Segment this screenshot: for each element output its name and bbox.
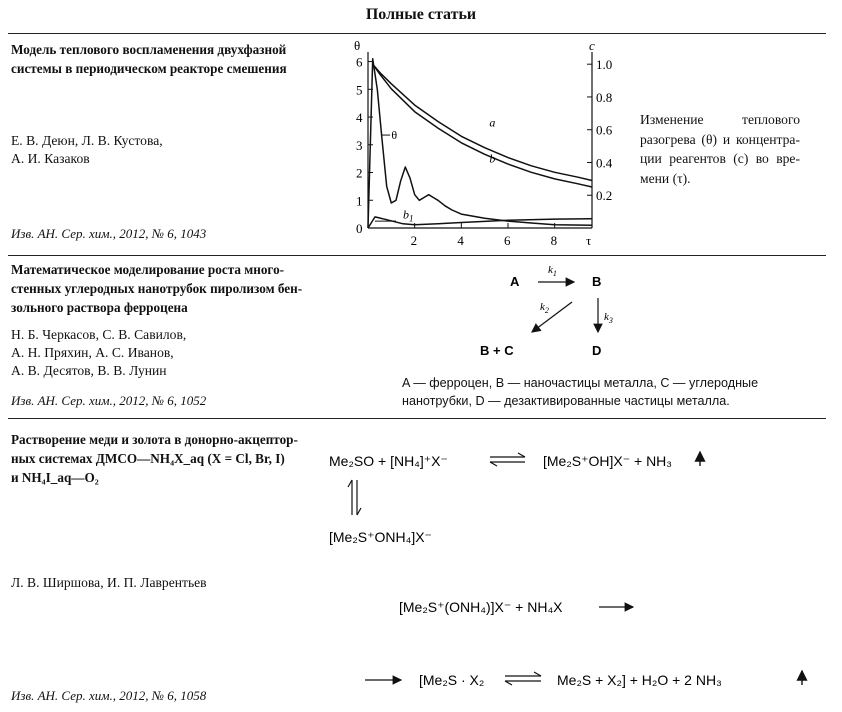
left-axis-label: θ xyxy=(354,40,360,53)
reaction-1-down: [Me₂S⁺ONH₄]X⁻ xyxy=(329,529,432,545)
article-2-citation: Изв. АН. Сер. хим., 2012, № 6, 1052 xyxy=(11,393,207,408)
caption-line: Изменение теплового xyxy=(640,112,800,127)
x-tick-label: 2 xyxy=(411,233,418,248)
x-tick-label: 6 xyxy=(504,233,511,248)
caption-line: разогрева (θ) и концентра- xyxy=(640,131,800,147)
curve-label-theta: θ xyxy=(391,128,397,142)
left-tick-label: 5 xyxy=(356,82,363,97)
scheme-legend: A — ферроцен, B — наночастицы металла, C… xyxy=(402,374,758,410)
equilibrium-arrow-vertical xyxy=(347,479,362,516)
right-tick-label: 1.0 xyxy=(596,57,612,72)
species-d: D xyxy=(592,343,601,358)
article-2-title: Математическое моделирование роста много… xyxy=(11,260,302,317)
right-tick-label: 0.6 xyxy=(596,123,613,138)
reaction-3-right: Me₂S + X₂] + H₂O + 2 NH₃ xyxy=(557,672,722,688)
species-a: A xyxy=(510,274,520,289)
equilibrium-arrow xyxy=(489,452,526,467)
x-tick-label: 4 xyxy=(457,233,464,248)
curve-label-a: a xyxy=(489,115,495,129)
series-line-b xyxy=(372,63,593,188)
caption-line: ции реагентов (c) во вре- xyxy=(640,151,800,166)
series-line-b1 xyxy=(367,216,593,229)
reaction-1-right: [Me₂S⁺OH]X⁻ + NH₃ xyxy=(543,453,672,469)
title-line: и NH₄I_aq—O₂ xyxy=(11,470,99,485)
figure-chart: 0 1 2 3 4 5 6 0.2 0.4 0.6 0.8 1.0 2 4 6 8 θ c τ a b θ b1 xyxy=(354,40,613,248)
title-line: Модель теплового воспламенения двухфазно… xyxy=(11,42,287,57)
article-3-title: Растворение меди и золота в донорно-акце… xyxy=(11,430,298,487)
left-tick-label: 0 xyxy=(356,221,363,236)
author-line: А. В. Десятов, В. В. Лунин xyxy=(11,363,167,378)
author-line: А. Н. Пряхин, А. С. Иванов, xyxy=(11,345,174,360)
article-1-authors: Е. В. Деюн, Л. В. Кустова, А. И. Казаков xyxy=(11,132,163,168)
title-line: зольного раствора ферроцена xyxy=(11,300,188,315)
right-tick-label: 0.4 xyxy=(596,155,613,170)
left-tick-label: 2 xyxy=(356,166,363,181)
article-1-title: Модель теплового воспламенения двухфазно… xyxy=(11,40,287,78)
reaction-2: [Me₂S⁺(ONH₄)]X⁻ + NH₄X xyxy=(399,599,563,615)
legend-line: A — ферроцен, B — наночастицы металла, C… xyxy=(402,376,759,390)
title-line: Растворение меди и золота в донорно-акце… xyxy=(11,432,298,447)
species-bc: B + C xyxy=(480,343,514,358)
reaction-equations: Me₂SO + [NH₄]⁺X⁻ [Me₂S⁺OH]X⁻ + NH₃ [Me₂S… xyxy=(329,450,808,688)
right-tick-label: 0.2 xyxy=(596,188,612,203)
author-line: Е. В. Деюн, Л. В. Кустова, xyxy=(11,133,163,148)
right-tick-label: 0.8 xyxy=(596,90,612,105)
left-tick-label: 1 xyxy=(356,193,363,208)
left-tick-label: 3 xyxy=(356,138,363,153)
curve-label-b: b xyxy=(489,151,495,165)
title-line: системы в периодическом реакторе смешени… xyxy=(11,61,287,76)
author-line: А. И. Казаков xyxy=(11,151,90,166)
article-2-authors: Н. Б. Черкасов, С. В. Савилов, А. Н. Пря… xyxy=(11,326,186,380)
species-b: B xyxy=(592,274,601,289)
right-axis-label: c xyxy=(589,40,595,53)
x-axis-label: τ xyxy=(586,233,591,248)
reaction-1-left: Me₂SO + [NH₄]⁺X⁻ xyxy=(329,453,448,469)
article-1-citation: Изв. АН. Сер. хим., 2012, № 6, 1043 xyxy=(11,226,207,241)
title-line: ных системах ДМСО—NH₄X_aq (X = Cl, Br, I… xyxy=(11,451,285,466)
left-tick-label: 4 xyxy=(356,110,363,125)
section-header: Полные статьи xyxy=(365,6,477,23)
title-line: стенных углеродных нанотрубок пиролизом … xyxy=(11,281,303,296)
x-tick-label: 8 xyxy=(551,233,558,248)
article-divider xyxy=(8,418,826,419)
rate-k3: k3 xyxy=(604,311,613,325)
article-3-citation: Изв. АН. Сер. хим., 2012, № 6, 1058 xyxy=(11,688,207,703)
article-3-authors: Л. В. Ширшова, И. П. Лаврентьев xyxy=(11,575,207,590)
arrow-k2 xyxy=(531,301,573,333)
figure-caption: Изменение теплового разогрева (θ) и конц… xyxy=(640,110,800,188)
legend-line: нанотрубки, D — дезактивированные частиц… xyxy=(402,394,730,408)
header-divider xyxy=(8,33,826,34)
curve-label-b1: b1 xyxy=(403,207,414,223)
reaction-3-left: [Me₂S · X₂ xyxy=(419,672,484,688)
rate-k1: k1 xyxy=(548,264,557,278)
author-line: Н. Б. Черкасов, С. В. Савилов, xyxy=(11,327,187,342)
series-line-θ xyxy=(367,58,593,229)
reaction-scheme: A B k1 k2 k3 B + C D xyxy=(480,264,613,358)
series-line-a xyxy=(372,63,593,182)
article-divider xyxy=(8,255,826,256)
left-tick-label: 6 xyxy=(356,55,363,70)
rate-k2: k2 xyxy=(540,301,549,315)
caption-line: мени (τ). xyxy=(640,170,691,186)
title-line: Математическое моделирование роста много… xyxy=(11,262,285,277)
curve-label-b1-sub: 1 xyxy=(409,213,414,223)
equilibrium-arrow xyxy=(504,671,542,686)
